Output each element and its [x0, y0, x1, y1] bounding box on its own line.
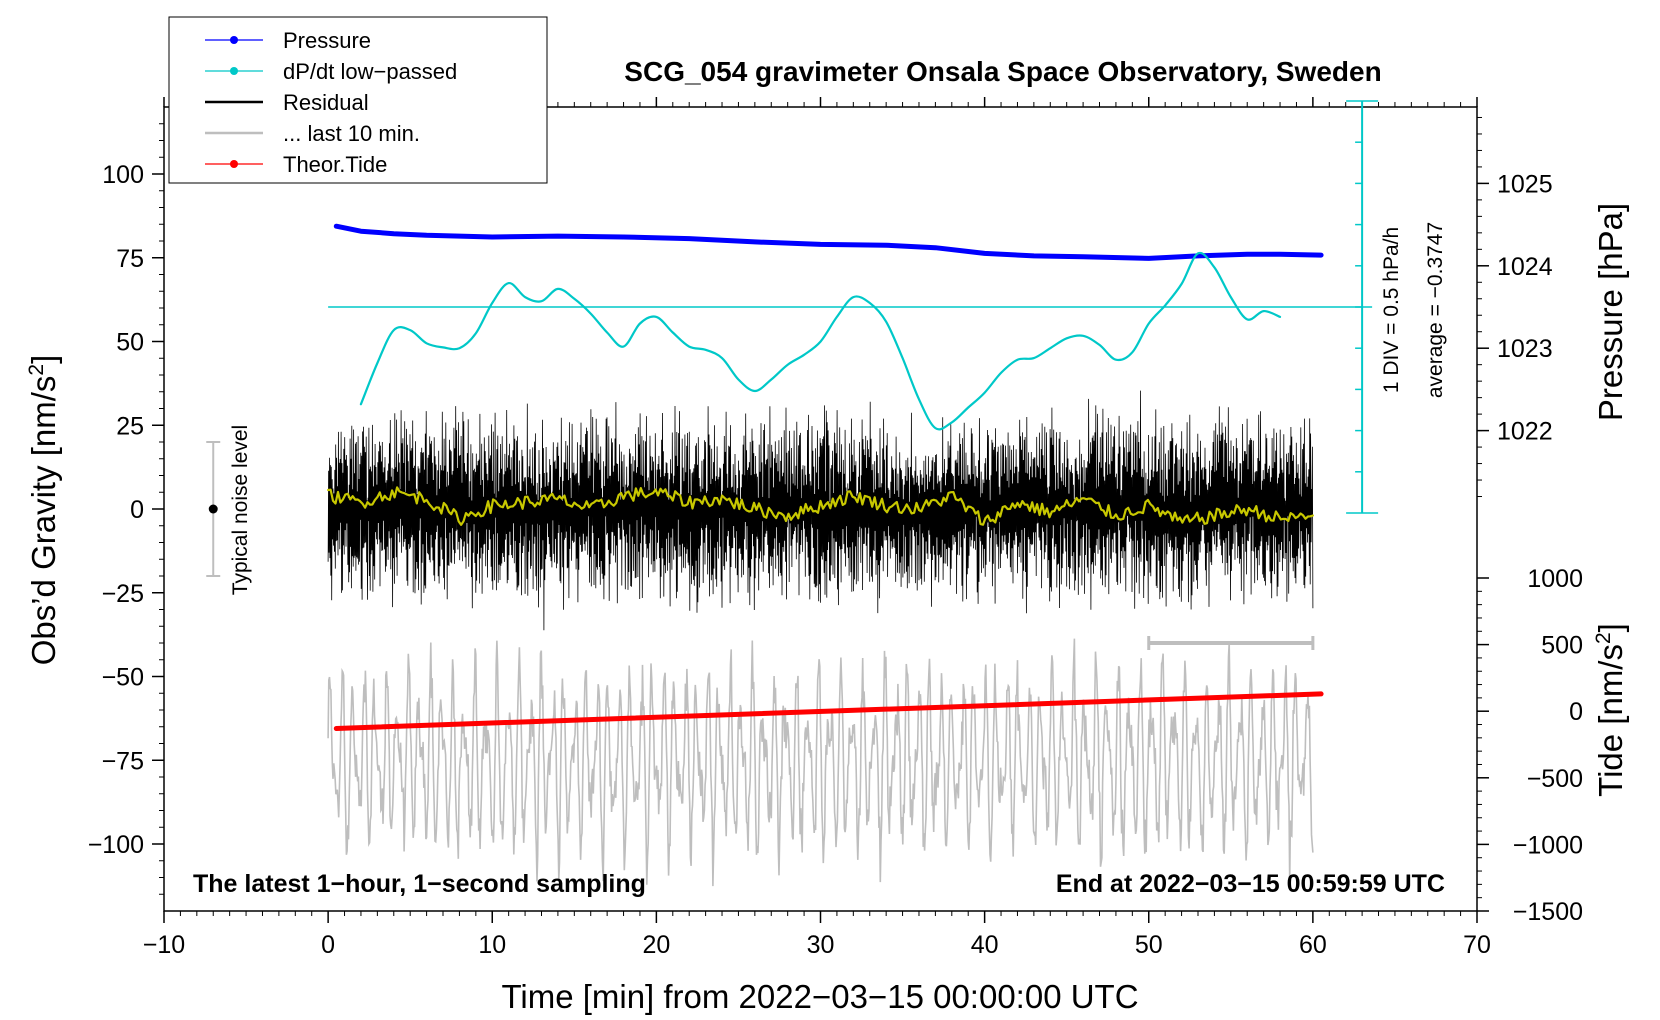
- tide-tick-label: −1500: [1513, 898, 1583, 926]
- y-left-label-main: Obs’d Gravity [nm/s: [25, 376, 62, 666]
- x-tick-label: 30: [807, 931, 835, 959]
- tide-axis-label: Tide [nm/s2]: [1592, 623, 1629, 797]
- residual-line: [327, 390, 1314, 631]
- y-tick-label: 50: [116, 329, 144, 357]
- tide-trace: [333, 691, 1324, 731]
- legend-label: Residual: [283, 90, 369, 115]
- y-tick-label: −75: [102, 747, 144, 775]
- y-tick-label: 100: [102, 161, 144, 189]
- y-tick-label: 25: [116, 412, 144, 440]
- legend-label: dP/dt low−passed: [283, 59, 457, 84]
- y-tick-label: −100: [88, 831, 144, 859]
- residual-trace: [327, 390, 1314, 631]
- y-tick-label: 0: [130, 496, 144, 524]
- legend: Pressure dP/dt low−passed Residual ... last…: [168, 16, 548, 184]
- y-axis-left: 100 75 50 25 0 −25 −50 −75 −100: [88, 123, 164, 895]
- y-axis-pressure: 1025 1024 1023 1022: [1477, 116, 1553, 498]
- pressure-axis-label: Pressure [hPa]: [1592, 203, 1629, 421]
- last10-trace: [327, 638, 1314, 887]
- series-line: [359, 251, 1282, 431]
- legend-label: ... last 10 min.: [283, 121, 420, 146]
- legend-marker: [230, 36, 238, 44]
- y-left-label-end: ]: [25, 355, 62, 364]
- dpdt-average-label: average = −0.3747: [1424, 222, 1447, 398]
- last10-line: [327, 638, 1314, 887]
- dpdt-trace: [359, 251, 1282, 431]
- pressure-tick-label: 1023: [1497, 335, 1553, 363]
- tide-tick-label: −1000: [1513, 831, 1583, 859]
- x-tick-label: 60: [1299, 931, 1327, 959]
- annotation-bottom-left: The latest 1−hour, 1−second sampling: [193, 870, 646, 898]
- chart-title: SCG_054 gravimeter Onsala Space Observat…: [624, 56, 1381, 87]
- tide-tick-label: −500: [1527, 765, 1583, 793]
- annotation-bottom-right: End at 2022−03−15 00:59:59 UTC: [1056, 870, 1445, 898]
- tide-label-end: ]: [1592, 623, 1629, 632]
- noise-level-label: Typical noise level: [229, 425, 252, 595]
- tide-tick-label: 1000: [1527, 565, 1583, 593]
- x-tick-label: −10: [143, 931, 185, 959]
- tide-label-sup: 2: [1592, 632, 1615, 644]
- y-tick-label: −50: [102, 664, 144, 692]
- x-axis-label: Time [min] from 2022−03−15 00:00:00 UTC: [501, 978, 1138, 1015]
- pressure-trace: [333, 223, 1324, 261]
- pressure-tick-label: 1025: [1497, 170, 1553, 198]
- dpdt-scale: [328, 100, 1379, 514]
- y-axis-tide: 1000 500 0 −500 −1000 −1500: [1477, 565, 1583, 926]
- chart-extras: [206, 441, 1315, 650]
- dpdt-scale-label: 1 DIV = 0.5 hPa/h: [1380, 227, 1403, 393]
- legend-entries: Pressure dP/dt low−passed Residual ... last…: [205, 28, 457, 177]
- x-tick-label: 0: [321, 931, 335, 959]
- pressure-tick-label: 1022: [1497, 418, 1553, 446]
- noise-bar-dot: [208, 504, 218, 514]
- tide-label-main: Tide [nm/s: [1592, 644, 1629, 797]
- series-line: [327, 486, 1314, 526]
- y-tick-label: −25: [102, 580, 144, 608]
- x-tick-label: 20: [642, 931, 670, 959]
- x-tick-label: 70: [1463, 931, 1491, 959]
- legend-label: Theor.Tide: [283, 152, 387, 177]
- pressure-tick-label: 1024: [1497, 253, 1553, 281]
- series-line: [333, 223, 1324, 261]
- legend-box: [168, 16, 548, 184]
- y-axis-left-label: Obs’d Gravity [nm/s2]: [25, 355, 62, 666]
- x-axis: −10 0 10 20 30 40 50 60 70: [143, 97, 1491, 959]
- residual-smoothed-trace: [327, 486, 1314, 526]
- legend-label: Pressure: [283, 28, 371, 53]
- tide-tick-label: 0: [1569, 698, 1583, 726]
- legend-marker: [230, 160, 238, 168]
- series-line: [333, 691, 1324, 731]
- legend-marker: [230, 67, 238, 75]
- x-tick-label: 50: [1135, 931, 1163, 959]
- tide-tick-label: 500: [1541, 632, 1583, 660]
- y-tick-label: 75: [116, 245, 144, 273]
- y-left-label-sup: 2: [25, 364, 48, 376]
- x-tick-label: 40: [971, 931, 999, 959]
- x-tick-label: 10: [478, 931, 506, 959]
